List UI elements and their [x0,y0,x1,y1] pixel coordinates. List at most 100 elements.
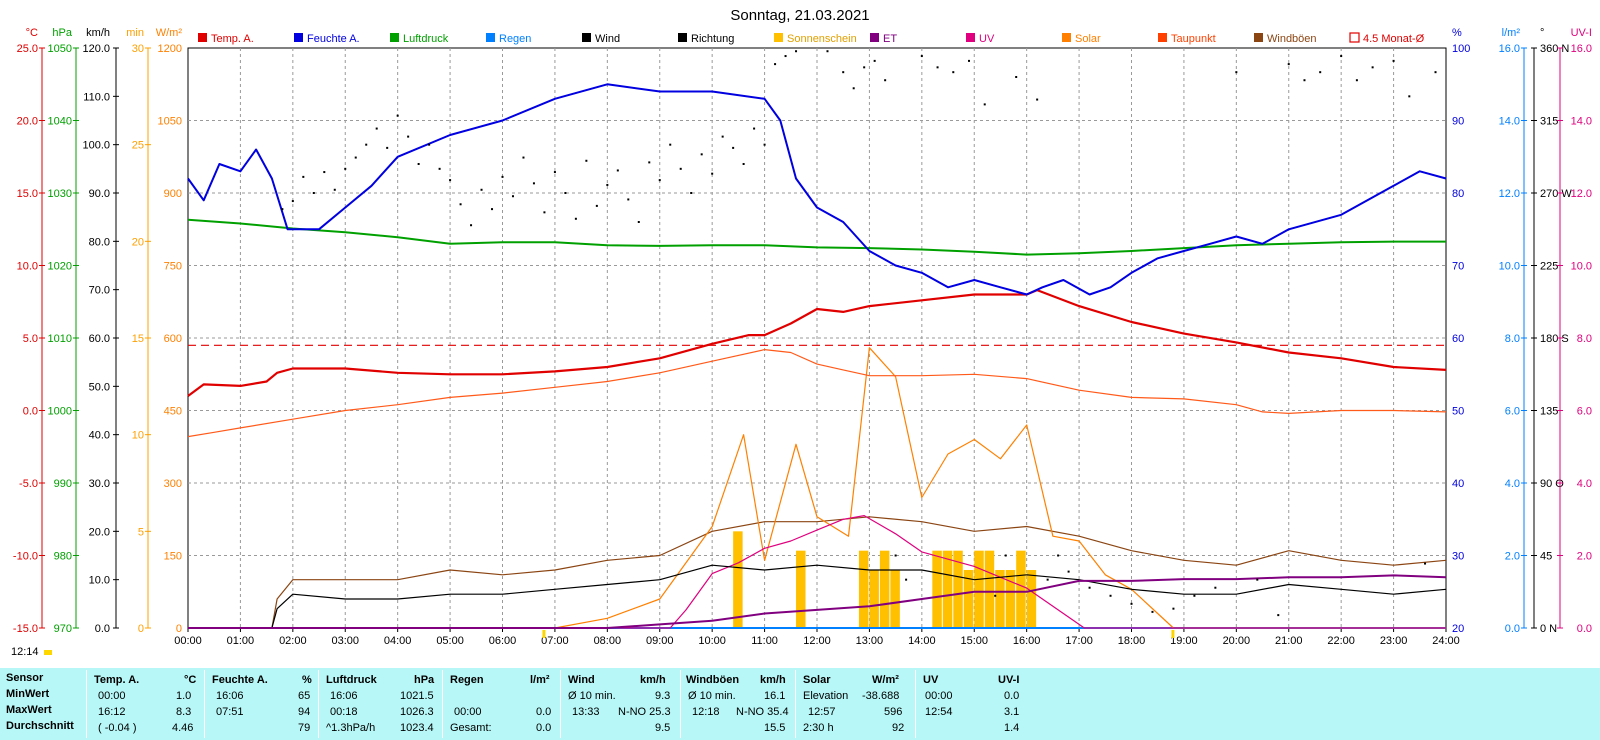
legend-label: ET [883,33,897,45]
direction-dot [417,163,420,165]
direction-dot [637,221,640,223]
x-tick-label: 19:00 [1170,635,1198,647]
stats-row-avg: Durchschnitt [6,720,74,732]
legend-swatch [486,33,495,42]
axis-tick-direction: 135 [1540,406,1558,418]
direction-dot [774,63,777,66]
axis-tick-humidity: 80 [1452,188,1464,200]
chart-title: Sonntag, 21.03.2021 [730,7,869,24]
stats-temp-avg-value: 4.46 [172,722,194,734]
axis-tick-temp: 10.0 [17,261,38,273]
stats-hum-unit: % [302,674,312,686]
direction-dot [1088,586,1091,589]
axis-tick-wind: 30.0 [89,478,110,490]
direction-dot [742,163,745,165]
axis-tick-uv: 0.0 [1577,623,1592,635]
direction-dot [470,224,473,227]
direction-dot [501,175,504,178]
stats-temp-min-time: 00:00 [98,690,126,702]
sunshine-bar [932,550,942,628]
direction-dot [407,135,410,138]
stats-solar-elevation-value: -38.688 [862,690,900,702]
axis-tick-minutes: 15 [132,333,144,345]
axis-tick-direction: 180 S [1540,333,1569,345]
x-tick-label: 12:00 [803,635,831,647]
direction-dot [852,87,855,90]
axis-tick-temp: -10.0 [13,551,38,563]
stats-temp-min-value: 1.0 [176,690,192,702]
direction-dot [863,66,866,69]
direction-dot [1172,607,1175,610]
series-line-wind [188,564,1447,629]
sunshine-bar [1005,570,1016,628]
stats-hum-avg-value: 79 [298,722,311,734]
direction-dot [1036,98,1039,101]
axis-tick-uv: 6.0 [1577,406,1592,418]
axis-unit-temp: °C [26,27,38,39]
stats-press-min-time: 16:06 [330,690,358,702]
axis-tick-temp: 5.0 [23,333,38,345]
direction-dot [894,554,897,557]
axis-tick-solar: 450 [164,406,182,418]
x-tick-label: 02:00 [279,635,307,647]
sunshine-bar [733,531,743,628]
direction-dot [606,183,609,186]
series-line-temp-a- [187,289,1447,397]
direction-dot [1214,586,1217,589]
axis-tick-direction: 315 [1540,116,1558,128]
direction-dot [763,143,766,146]
stats-press-avg-value: 1023.4 [400,722,434,734]
axis-tick-wind: 20.0 [89,526,110,538]
legend-label: Richtung [691,33,734,45]
stats-rain-total-label: Gesamt: [450,722,492,734]
sunshine-bar [858,550,869,628]
direction-dot [354,156,357,159]
axis-tick-direction: 360 N [1540,43,1569,55]
stats-uv-max-time: 12:54 [925,706,953,718]
legend-label: Temp. A. [211,33,254,45]
axis-tick-direction: 270 W [1540,188,1572,200]
stats-gust-max-value: N-NO 35.4 [736,706,789,718]
sunshine-bar [995,570,1005,628]
legend-label: Luftdruck [403,33,449,45]
direction-dot [795,50,798,53]
axis-unit-minutes: min [126,27,144,39]
direction-dot [1046,578,1049,581]
direction-dot [784,55,787,58]
direction-dot [553,171,556,174]
direction-dot [1355,79,1358,82]
legend-label: Windböen [1267,33,1317,45]
legend-swatch [1349,32,1360,43]
stats-row-min: MinWert [6,688,50,700]
series-line-windb-en [188,516,1447,629]
legend-swatch [1254,33,1263,42]
axis-tick-direction: 45 [1540,551,1552,563]
axis-tick-minutes: 0 [138,623,144,635]
time-marker-label: 12:14 [11,646,39,658]
stats-gust-unit: km/h [760,674,786,686]
legend-swatch [1158,33,1167,42]
sunshine-bar [869,570,879,628]
direction-dot [1109,594,1112,597]
direction-dot [1067,570,1070,573]
stats-gust-avg10-value: 16.1 [764,690,786,702]
direction-dot [1303,79,1306,82]
series-line-taupunkt [187,349,1447,438]
stats-wind-max-value: N-NO 25.3 [618,706,671,718]
direction-dot [1340,55,1343,58]
axis-tick-wind: 50.0 [89,381,110,393]
direction-dot [983,103,986,106]
direction-dot [936,66,939,69]
stats-solar-elevation-label: Elevation [803,690,849,702]
direction-dot [952,71,955,74]
direction-dot [491,208,494,211]
legend-swatch [390,33,399,42]
stats-solar-avg-value: 92 [892,722,905,734]
x-tick-label: 22:00 [1327,635,1355,647]
x-tick-label: 10:00 [698,635,726,647]
axis-tick-wind: 60.0 [89,333,110,345]
sunshine-bar [984,550,995,628]
axis-tick-rain: 4.0 [1505,478,1520,490]
legend-label: 4.5 Monat-Ø [1363,33,1425,45]
direction-dot [302,175,305,178]
